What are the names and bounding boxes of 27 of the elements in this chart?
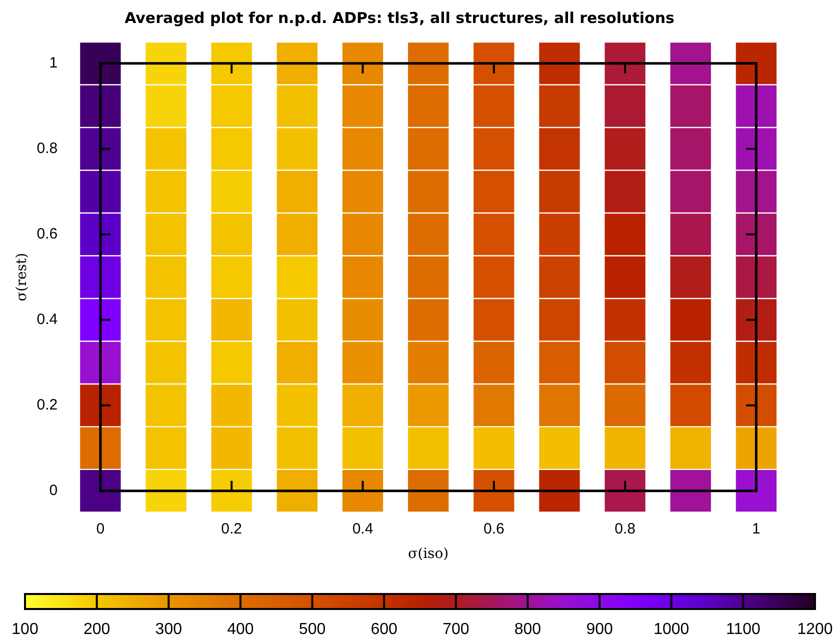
y-tick-label: 0 [49,482,58,499]
x-axis-title: σ(iso) [408,546,449,562]
color-bar-label: 500 [298,621,326,637]
chart-title: Averaged plot for n.p.d. ADPs: tls3, all structures, all resolutions [124,8,675,27]
x-tick-label: 0.4 [352,520,374,538]
color-bar-label: 1100 [726,621,760,637]
x-tick-label: 0.6 [483,520,504,538]
y-tick-label: 1 [49,54,58,72]
color-bar-label: 900 [586,621,613,637]
color-bar-label: 100 [12,621,38,637]
x-tick-label: 0.2 [221,520,242,538]
y-tick-label: 0.8 [36,140,58,158]
color-bar-label: 300 [155,621,182,637]
color-bar-label: 400 [227,621,254,637]
x-tick-label: 0 [96,520,105,538]
y-axis-title: σ(rest) [14,252,30,302]
y-tick-label: 0.4 [36,310,58,328]
color-bar-label: 800 [514,621,542,637]
color-bar-label: 1200 [797,621,833,637]
x-tick-label: 1 [752,520,760,538]
y-tick-label: 0.2 [36,396,58,414]
color-bar-label: 200 [83,621,110,637]
color-bar-label: 1000 [654,621,690,637]
y-tick-label: 0.6 [36,225,58,242]
x-tick-label: 0.8 [614,520,636,538]
color-bar-label: 700 [442,621,470,637]
color-bar-label: 600 [370,621,398,637]
